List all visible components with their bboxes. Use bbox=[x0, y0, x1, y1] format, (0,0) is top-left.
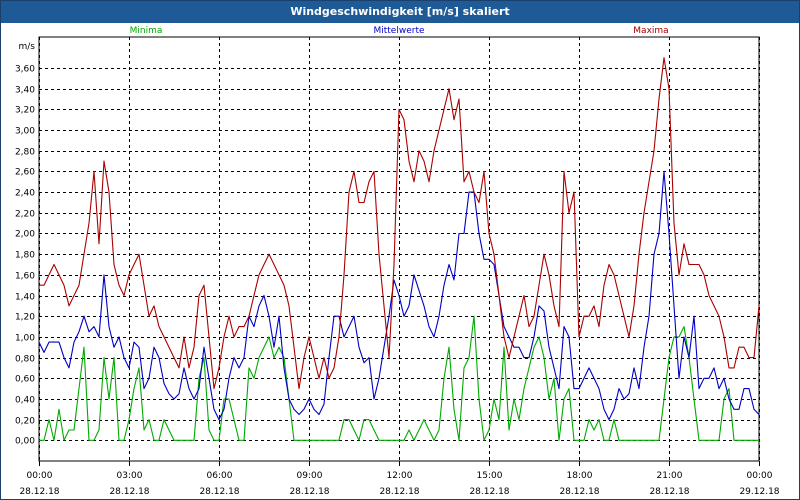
y-tick-label: 3,60 bbox=[15, 65, 35, 75]
x-tick-time: 00:00 bbox=[747, 471, 773, 481]
y-tick-label: 1,00 bbox=[15, 334, 35, 344]
x-tick-time: 03:00 bbox=[117, 471, 143, 481]
y-tick-label: 0,00 bbox=[15, 437, 35, 447]
series-mittelwerte-line bbox=[38, 170, 760, 421]
y-tick-label: 0,20 bbox=[15, 417, 35, 427]
y-tick-label: 3,20 bbox=[15, 106, 35, 116]
x-tick-date: 28.12.18 bbox=[649, 487, 689, 497]
y-tick-label: 2,60 bbox=[15, 168, 35, 178]
x-tick-date: 29.12.18 bbox=[739, 487, 779, 497]
y-tick-label: 1,20 bbox=[15, 313, 35, 323]
x-tick-date: 28.12.18 bbox=[19, 487, 59, 497]
y-tick-label: 2,40 bbox=[15, 189, 35, 199]
legend-minima: Minima bbox=[130, 26, 163, 36]
x-tick-date: 28.12.18 bbox=[379, 487, 419, 497]
x-tick-date: 28.12.18 bbox=[199, 487, 239, 497]
legend-mittelwerte: Mittelwerte bbox=[373, 26, 424, 36]
x-tick-time: 00:00 bbox=[27, 471, 53, 481]
title-bar: Windgeschwindigkeit [m/s] skaliert bbox=[1, 1, 799, 23]
y-tick-label: 0,40 bbox=[15, 396, 35, 406]
x-tick-time: 06:00 bbox=[207, 471, 233, 481]
series-minima-line bbox=[39, 315, 759, 441]
y-tick-label: 0,80 bbox=[15, 355, 35, 365]
x-tick-date: 28.12.18 bbox=[289, 487, 329, 497]
y-tick-label: 2,80 bbox=[15, 148, 35, 158]
x-tick-time: 12:00 bbox=[387, 471, 413, 481]
x-tick-time: 18:00 bbox=[567, 471, 593, 481]
y-tick-label: 0,60 bbox=[15, 375, 35, 385]
x-tick-date: 28.12.18 bbox=[109, 487, 149, 497]
series-maxima-line bbox=[39, 57, 760, 390]
y-tick-label: 3,40 bbox=[15, 86, 35, 96]
y-tick-label: 1,40 bbox=[15, 293, 35, 303]
y-tick-label: 2,00 bbox=[15, 230, 35, 240]
y-tick-label: 3,00 bbox=[15, 127, 35, 137]
x-tick-date: 28.12.18 bbox=[469, 487, 509, 497]
y-tick-label: 2,20 bbox=[15, 210, 35, 220]
x-tick-time: 09:00 bbox=[297, 471, 323, 481]
x-tick-date: 28.12.18 bbox=[559, 487, 599, 497]
x-tick-time: 21:00 bbox=[657, 471, 683, 481]
x-tick-time: 15:00 bbox=[477, 471, 503, 481]
y-tick-label: 1,60 bbox=[15, 272, 35, 282]
legend-maxima: Maxima bbox=[633, 26, 668, 36]
y-tick-label: 1,80 bbox=[15, 251, 35, 261]
chart-title: Windgeschwindigkeit [m/s] skaliert bbox=[290, 5, 510, 18]
y-axis-label: m/s bbox=[19, 42, 36, 52]
